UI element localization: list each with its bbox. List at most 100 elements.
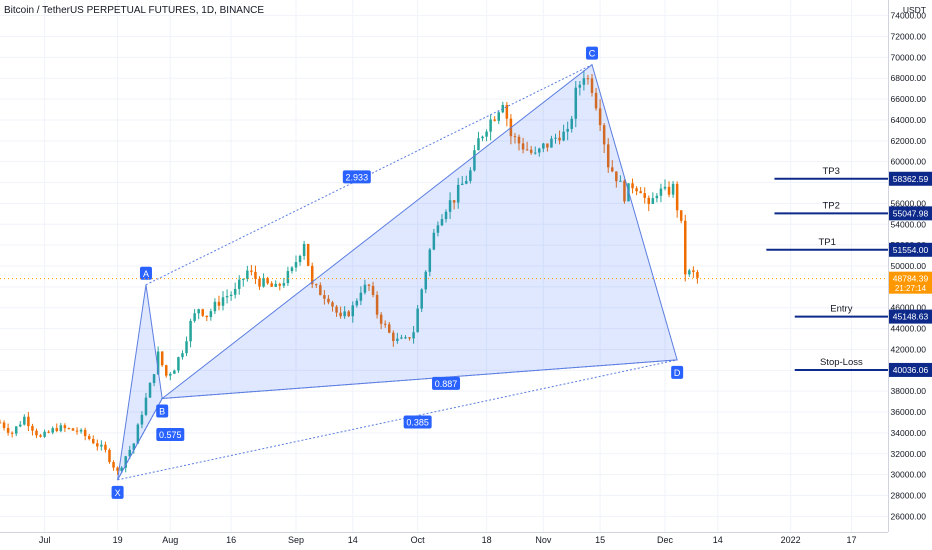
pattern-point-d <box>671 365 684 379</box>
candle-body <box>306 243 310 266</box>
candle-body <box>185 341 188 354</box>
y-tick-label: 64000.00 <box>891 115 927 125</box>
ratio-line-xb <box>117 398 163 481</box>
candle-body <box>562 131 565 141</box>
candle-body <box>546 143 549 148</box>
candle-body <box>160 351 164 366</box>
candle-body <box>550 138 553 148</box>
candle-body <box>566 128 569 132</box>
pattern-point-label: B <box>159 406 165 416</box>
x-tick-label: 16 <box>226 535 236 545</box>
candle-body <box>473 150 476 171</box>
candle-body <box>254 271 257 279</box>
triangle-xab <box>117 284 163 481</box>
candle-body <box>383 323 387 325</box>
candle-body <box>294 262 298 268</box>
target-price-tag <box>889 206 932 221</box>
candle-body <box>201 309 204 316</box>
candle-body <box>250 270 253 272</box>
target-price-tag <box>889 171 932 186</box>
candle-body <box>489 119 492 132</box>
candle-body <box>448 200 452 212</box>
candle-body <box>59 425 63 432</box>
candle-body <box>144 397 148 415</box>
candle-body <box>424 271 428 290</box>
candle-body <box>266 278 269 284</box>
target-price-label: 45148.63 <box>893 312 929 322</box>
candle-body <box>189 320 192 342</box>
candle-body <box>164 365 168 376</box>
candle-body <box>688 270 691 275</box>
candle-body <box>481 136 484 139</box>
candle-body <box>485 131 488 137</box>
y-tick-label: 74000.00 <box>891 11 927 21</box>
candle-body <box>10 432 14 434</box>
target-label: TP2 <box>823 200 840 211</box>
candle-body <box>31 426 34 431</box>
candle-body <box>465 180 468 184</box>
candle-body <box>319 285 322 296</box>
candle-body <box>602 125 606 145</box>
candle-body <box>302 243 306 256</box>
candle-body <box>27 416 30 427</box>
candle-body <box>233 288 237 295</box>
candle-body <box>513 136 517 138</box>
target-label: Entry <box>830 304 852 315</box>
candle-body <box>521 143 525 150</box>
candle-body <box>493 119 496 121</box>
x-tick-label: Oct <box>411 535 426 545</box>
candle-body <box>359 292 363 301</box>
candle-body <box>684 220 687 275</box>
candle-body <box>469 170 472 181</box>
candle-body <box>582 78 586 85</box>
candle-body <box>290 267 294 272</box>
candle-body <box>282 283 286 286</box>
x-tick-label: 15 <box>595 535 605 545</box>
time-axis[interactable]: Jul 19 Aug 16 Sep 14 Oct 18 Nov 15 Dec 14 2022 17 <box>0 532 888 550</box>
target-label: Stop-Loss <box>820 357 863 368</box>
x-tick-label: Sep <box>288 535 304 545</box>
candle-body <box>655 195 659 199</box>
candle-body <box>75 430 79 432</box>
candle-body <box>39 435 42 437</box>
ratio-badge <box>403 415 432 429</box>
candle-body <box>63 425 67 429</box>
ratio-label: 0.887 <box>435 379 458 389</box>
target-price-tag <box>889 242 932 257</box>
candle-body <box>525 149 529 151</box>
target-price-label: 58362.59 <box>893 174 929 184</box>
candle-body <box>538 148 541 153</box>
candle-body <box>246 270 249 279</box>
current-price-label: 48784.39 <box>893 274 929 284</box>
current-price-tag <box>889 271 932 294</box>
ratio-label: 2.933 <box>346 172 369 182</box>
candle-body <box>274 283 277 287</box>
candle-body <box>87 436 91 440</box>
y-tick-label: 50000.00 <box>891 261 927 271</box>
candle-body <box>388 324 391 333</box>
candle-body <box>533 152 537 154</box>
candle-body <box>392 332 395 342</box>
target-price-label: 55047.98 <box>893 208 929 218</box>
x-tick-label: 17 <box>846 535 856 545</box>
candle-body <box>675 183 679 211</box>
candle-body <box>396 338 399 342</box>
candle-body <box>323 295 326 299</box>
x-tick-label: 2022 <box>781 535 801 545</box>
candle-body <box>225 296 229 298</box>
candle-body <box>558 137 561 141</box>
candle-body <box>148 383 152 398</box>
countdown-label: 21:27:14 <box>895 284 927 293</box>
candle-body <box>631 183 634 189</box>
price-axis[interactable]: 74000.00 72000.00 70000.00 68000.00 66000.00… <box>888 0 932 550</box>
candle-body <box>497 112 500 121</box>
candle-body <box>298 255 302 263</box>
y-tick-label: 34000.00 <box>891 428 927 438</box>
y-tick-label: 56000.00 <box>891 198 927 208</box>
candle-body <box>315 284 318 286</box>
candle-body <box>367 284 371 286</box>
candle-body <box>83 429 87 437</box>
pattern-point-c <box>586 46 598 60</box>
candle-body <box>404 337 407 339</box>
